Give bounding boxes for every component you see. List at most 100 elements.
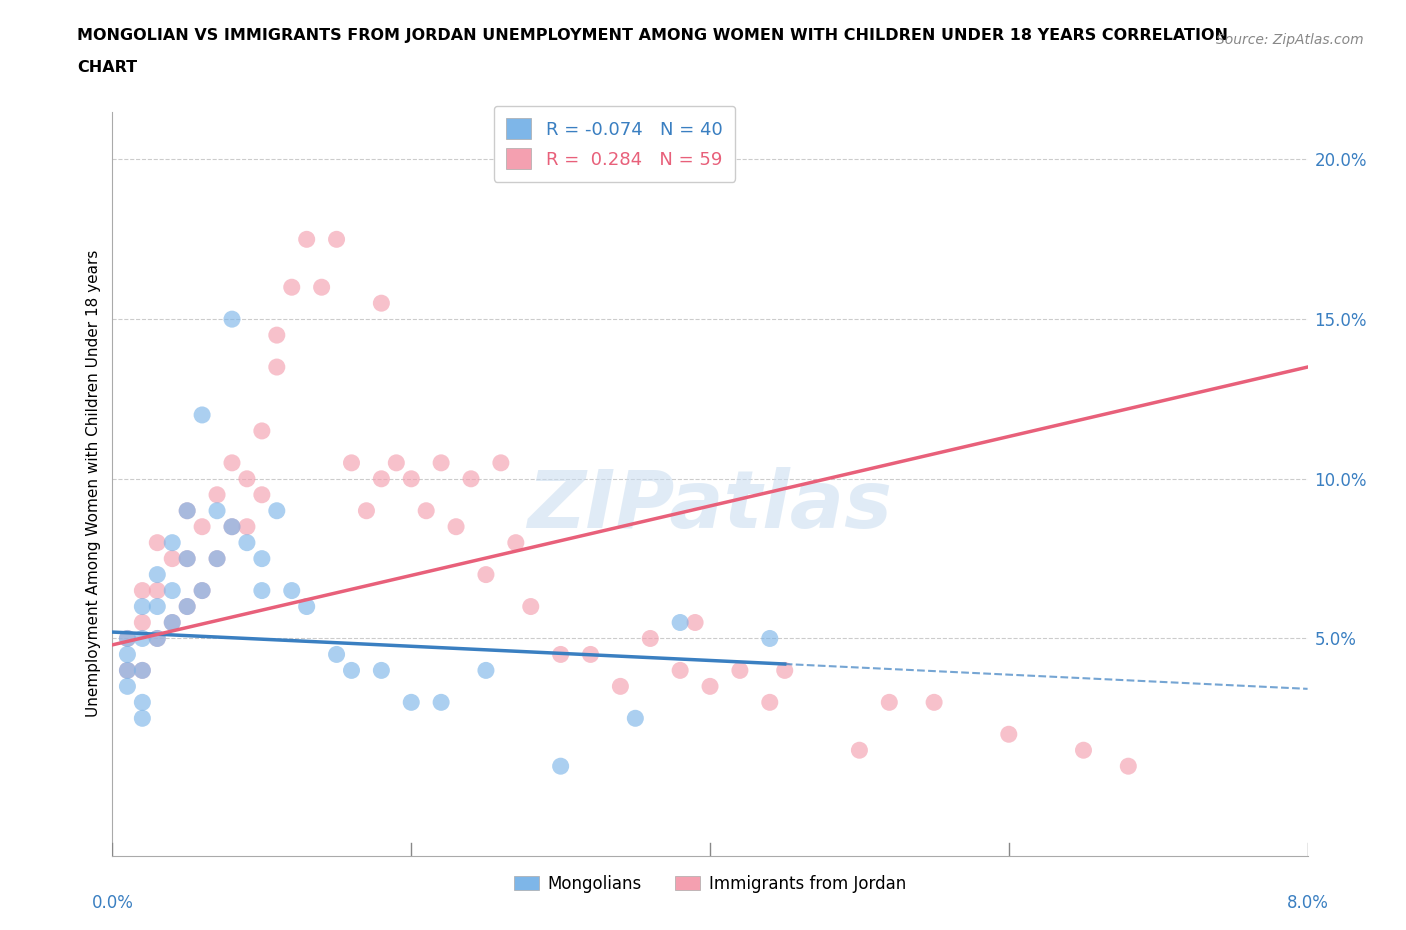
Text: MONGOLIAN VS IMMIGRANTS FROM JORDAN UNEMPLOYMENT AMONG WOMEN WITH CHILDREN UNDER: MONGOLIAN VS IMMIGRANTS FROM JORDAN UNEM… [77,28,1229,43]
Point [250,583,273,598]
Point [146,631,169,646]
Point [117,663,139,678]
Point [250,487,273,502]
Point [162,551,183,566]
Point [728,663,751,678]
Point [221,456,243,471]
Point [356,503,378,518]
Point [401,695,423,710]
Point [266,360,288,375]
Point [117,647,139,662]
Point [236,536,259,551]
Point [295,232,318,246]
Point [475,663,498,678]
Point [236,519,259,534]
Point [281,280,304,295]
Point [773,663,796,678]
Text: 0.0%: 0.0% [91,894,134,912]
Point [325,647,347,662]
Point [162,583,183,598]
Point [683,615,706,630]
Point [176,551,198,566]
Point [370,472,392,486]
Point [669,663,692,678]
Point [131,663,153,678]
Legend: Mongolians, Immigrants from Jordan: Mongolians, Immigrants from Jordan [508,868,912,899]
Point [325,232,347,246]
Point [176,599,198,614]
Point [624,711,647,725]
Point [444,519,467,534]
Point [176,503,198,518]
Text: Source: ZipAtlas.com: Source: ZipAtlas.com [1216,33,1364,46]
Point [1073,743,1095,758]
Point [191,583,214,598]
Point [505,536,527,551]
Point [281,583,304,598]
Point [146,583,169,598]
Point [221,519,243,534]
Point [162,536,183,551]
Point [146,536,169,551]
Point [340,663,363,678]
Point [1118,759,1140,774]
Point [430,695,453,710]
Y-axis label: Unemployment Among Women with Children Under 18 years: Unemployment Among Women with Children U… [86,250,101,717]
Point [162,615,183,630]
Point [370,296,392,311]
Point [520,599,543,614]
Point [131,663,153,678]
Point [131,695,153,710]
Point [401,472,423,486]
Point [131,583,153,598]
Point [176,503,198,518]
Point [460,472,482,486]
Point [176,599,198,614]
Point [205,551,228,566]
Point [146,599,169,614]
Point [550,647,572,662]
Point [699,679,721,694]
Point [205,551,228,566]
Text: ZIPatlas: ZIPatlas [527,467,893,545]
Point [266,503,288,518]
Point [759,631,782,646]
Point [489,456,512,471]
Point [998,727,1021,742]
Point [579,647,602,662]
Point [205,487,228,502]
Point [191,519,214,534]
Point [131,599,153,614]
Point [191,407,214,422]
Point [236,472,259,486]
Point [640,631,662,646]
Point [131,615,153,630]
Point [430,456,453,471]
Point [609,679,631,694]
Point [759,695,782,710]
Point [266,327,288,342]
Point [221,312,243,326]
Point [162,615,183,630]
Point [205,503,228,518]
Point [922,695,945,710]
Point [176,551,198,566]
Point [117,663,139,678]
Text: CHART: CHART [77,60,138,75]
Point [848,743,870,758]
Point [131,711,153,725]
Point [146,631,169,646]
Point [669,615,692,630]
Point [250,551,273,566]
Point [117,631,139,646]
Point [550,759,572,774]
Point [191,583,214,598]
Point [385,456,408,471]
Point [221,519,243,534]
Point [877,695,901,710]
Point [340,456,363,471]
Text: 8.0%: 8.0% [1286,894,1329,912]
Point [117,679,139,694]
Point [415,503,437,518]
Point [117,631,139,646]
